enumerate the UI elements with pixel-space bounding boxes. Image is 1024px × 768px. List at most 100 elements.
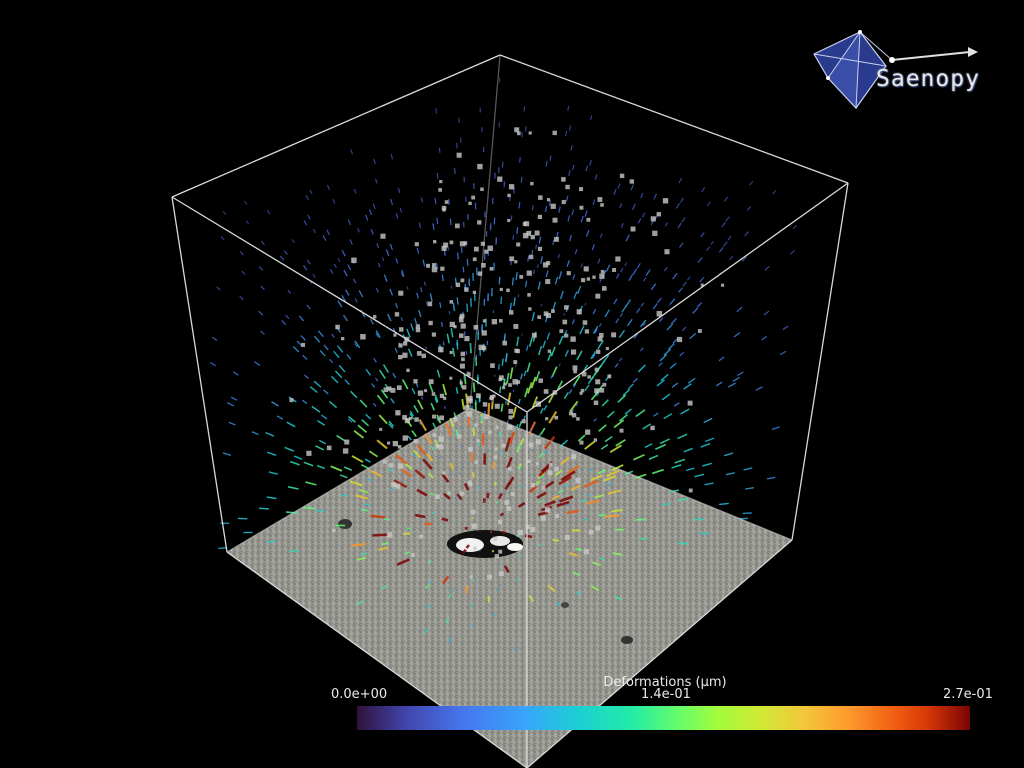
vector-arrow (699, 276, 705, 283)
vector-arrow (589, 115, 593, 121)
grid-point (562, 319, 568, 325)
grid-point (570, 349, 577, 355)
vector-arrow (365, 413, 372, 420)
vector-arrow (354, 340, 361, 349)
vector-arrow (466, 303, 469, 312)
grid-point (594, 388, 600, 394)
vector-arrow (604, 309, 610, 318)
vector-arrow (672, 273, 678, 280)
grid-point (398, 290, 404, 296)
vector-arrow (359, 399, 368, 408)
grid-point (453, 325, 457, 329)
vector-arrow (228, 421, 236, 426)
vector-arrow (326, 229, 331, 236)
vector-arrow (696, 302, 703, 308)
vector-arrow (416, 488, 428, 497)
vector-arrow (594, 494, 604, 499)
grid-point (587, 375, 591, 379)
vector-arrow (660, 373, 669, 382)
grid-point (579, 391, 583, 395)
grid-point (435, 444, 439, 449)
vector-arrow (528, 595, 535, 603)
vector-arrow (689, 332, 697, 340)
grid-point (594, 367, 599, 372)
grid-point (469, 575, 473, 579)
grid-point (601, 286, 607, 291)
vector-arrow (556, 380, 564, 391)
vector-arrow (411, 430, 417, 438)
vector-arrow (678, 542, 688, 545)
vector-arrow (563, 439, 569, 445)
vector-arrow (342, 314, 349, 322)
grid-point (595, 349, 601, 354)
grid-point (399, 327, 404, 332)
vector-arrow (744, 231, 749, 237)
vector-arrow (399, 207, 402, 213)
vector-arrow (405, 463, 413, 470)
vector-arrow (543, 404, 548, 411)
vector-arrow (409, 410, 415, 417)
vector-arrow (632, 453, 645, 461)
vector-arrow (416, 247, 420, 254)
grid-point (569, 411, 573, 416)
colorbar-gradient (357, 706, 970, 730)
vector-arrow (554, 276, 559, 285)
vector-arrow (291, 239, 295, 244)
vector-arrow (447, 638, 451, 643)
grid-point (503, 382, 507, 386)
grid-point (398, 354, 403, 360)
vector-arrow (416, 292, 419, 299)
vector-arrow (465, 393, 469, 407)
vector-arrow (573, 291, 578, 300)
vector-arrow (620, 222, 624, 228)
vector-arrow (533, 424, 536, 427)
vector-arrow (415, 382, 419, 388)
vector-arrow (312, 273, 316, 278)
vector-arrow (301, 399, 308, 405)
grid-point (459, 241, 465, 247)
vector-arrow (598, 557, 606, 561)
vector-arrow (449, 462, 455, 470)
vector-arrow (434, 397, 438, 404)
vector-arrow (350, 390, 358, 399)
vector-arrow (376, 243, 380, 249)
grid-point (443, 242, 449, 248)
vector-arrow (585, 165, 589, 172)
vector-arrow (285, 314, 290, 320)
vector-arrow (575, 403, 578, 407)
vector-arrow (597, 513, 606, 517)
grid-point (484, 249, 489, 254)
vector-arrow (573, 383, 577, 388)
vector-arrow (611, 464, 624, 472)
grid-point (415, 324, 420, 329)
vector-arrow (287, 486, 299, 490)
vector-arrow (303, 265, 308, 271)
vector-arrow (741, 256, 747, 262)
vector-arrow (375, 287, 379, 293)
vector-arrow (678, 287, 683, 293)
vector-arrow (403, 532, 411, 535)
vector-arrow (427, 472, 434, 479)
vector-arrow (529, 429, 532, 433)
vector-arrow (700, 232, 705, 238)
vector-arrow (243, 200, 248, 205)
vector-arrow (511, 277, 515, 286)
grid-point (528, 131, 532, 135)
vector-arrow (529, 337, 533, 347)
grid-point (583, 266, 589, 272)
grid-point (416, 351, 422, 356)
vector-arrow (412, 449, 421, 459)
vector-arrow (755, 386, 763, 391)
vector-arrow (411, 387, 416, 395)
vector-arrow (540, 474, 545, 479)
grid-point (449, 321, 455, 328)
grid-point (656, 212, 662, 217)
vector-arrow (443, 492, 451, 500)
vector-arrow (307, 214, 311, 220)
vector-arrow (418, 309, 422, 318)
vector-arrow (681, 326, 687, 332)
grid-point (390, 387, 396, 393)
logo-text: Saenopy (876, 66, 980, 92)
